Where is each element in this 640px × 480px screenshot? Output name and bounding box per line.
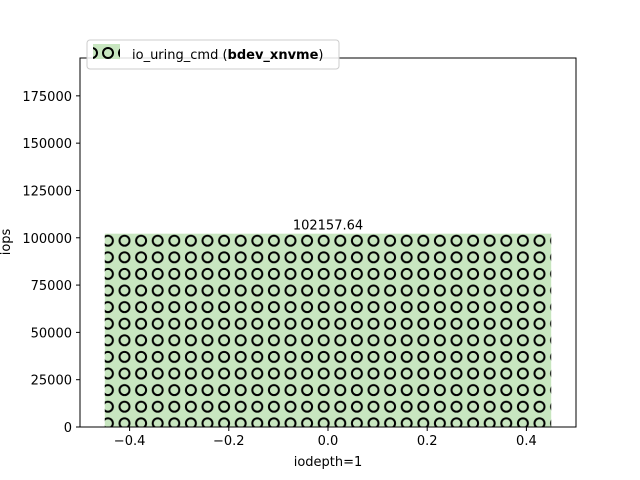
x-tick-label: −0.2: [213, 434, 245, 449]
legend: io_uring_cmd (bdev_xnvme): [86, 39, 340, 70]
y-tick-label: 25000: [31, 374, 72, 389]
bar-hatch: [104, 233, 552, 427]
legend-swatch-hatch: [93, 44, 120, 59]
bar-value-label: 102157.64: [293, 219, 363, 234]
y-tick-label: 50000: [31, 326, 72, 341]
x-tick-label: 0.4: [516, 434, 537, 449]
y-tick-label: 150000: [22, 137, 72, 152]
bars-layer: [104, 233, 552, 427]
y-tick-label: 125000: [22, 184, 72, 199]
y-axis-label: iops: [0, 228, 14, 255]
legend-entry-suffix: ): [318, 48, 323, 63]
x-tick-label: 0.2: [417, 434, 438, 449]
x-axis-label: iodepth=1: [294, 455, 363, 470]
legend-entry-bold: bdev_xnvme: [228, 48, 319, 63]
y-tick-label: 75000: [31, 279, 72, 294]
x-axis-ticks: −0.4 −0.2 0.0 0.2 0.4: [114, 427, 537, 449]
x-tick-label: 0.0: [318, 434, 339, 449]
x-tick-label: −0.4: [114, 434, 146, 449]
y-tick-label: 0: [64, 421, 72, 436]
y-axis-ticks: 0 25000 50000 75000 100000 125000 150000 175000: [22, 90, 80, 436]
data-labels-layer: 102157.64: [293, 219, 363, 234]
y-tick-label: 100000: [22, 232, 72, 247]
legend-frame: [86, 39, 340, 70]
legend-entry-prefix: io_uring_cmd (: [132, 48, 228, 63]
legend-entry: io_uring_cmd (bdev_xnvme): [132, 48, 324, 63]
y-tick-label: 175000: [22, 90, 72, 105]
